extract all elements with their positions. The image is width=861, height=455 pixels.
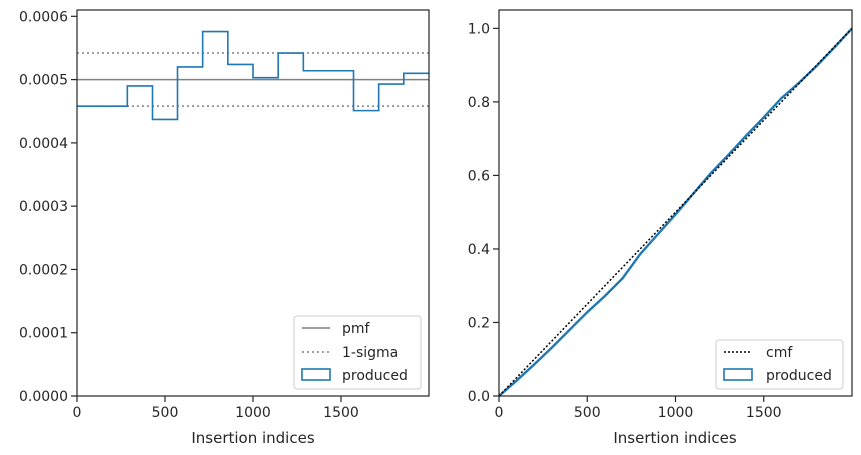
- x-tick-label: 0: [73, 405, 82, 421]
- cmf-line: [498, 27, 853, 397]
- x-tick-label: 500: [574, 405, 601, 421]
- right-plot: 0 500 1000 1500 0.0 0.2 0.4 0.6 0.8 1.0 Insertio…: [468, 9, 853, 447]
- left-sigma-lines: [77, 52, 429, 107]
- y-tick-label: 1.0: [468, 21, 490, 37]
- left-legend: pmf 1-sigma produced: [293, 315, 422, 390]
- x-tick-label: 500: [152, 405, 179, 421]
- y-tick-label: 0.0004: [19, 136, 68, 152]
- left-y-ticks: 0.0000 0.0001 0.0002 0.0003 0.0004 0.0005 0.00…: [19, 9, 77, 405]
- y-tick-label: 0.0006: [19, 9, 68, 25]
- legend-produced-label: produced: [342, 368, 408, 384]
- legend-produced-swatch: [723, 368, 753, 381]
- legend-produced-label: produced: [766, 368, 832, 384]
- legend-sigma-label: 1-sigma: [342, 345, 398, 361]
- y-tick-label: 0.2: [468, 315, 490, 331]
- y-tick-label: 0.0000: [19, 389, 68, 405]
- legend-cmf-label: cmf: [766, 345, 793, 361]
- y-tick-label: 0.0002: [19, 262, 68, 278]
- y-tick-label: 0.0003: [19, 199, 68, 215]
- x-tick-label: 1000: [658, 405, 694, 421]
- x-tick-label: 1000: [235, 405, 271, 421]
- left-x-ticks: 0 500 1000 1500: [73, 396, 359, 421]
- right-x-ticks: 0 500 1000 1500: [495, 396, 782, 421]
- right-legend: cmf produced: [715, 339, 844, 390]
- y-tick-label: 0.0: [468, 389, 490, 405]
- right-legend-box: [715, 339, 844, 390]
- y-tick-label: 0.6: [468, 168, 490, 184]
- y-tick-label: 0.4: [468, 242, 490, 258]
- left-plot: 0 500 1000 1500 0.00000.00010.00020.00030.0…: [19, 9, 430, 447]
- x-tick-label: 1500: [746, 405, 782, 421]
- x-tick-label: 0: [495, 405, 504, 421]
- legend-pmf-label: pmf: [342, 321, 371, 337]
- right-axes-frame: [498, 9, 853, 397]
- y-tick-label: 0.0001: [19, 326, 68, 342]
- produced-cumulative-line: [498, 27, 853, 397]
- y-tick-label: 0.8: [468, 95, 490, 111]
- legend-produced-swatch: [301, 368, 331, 381]
- left-legend-box: [293, 315, 422, 390]
- x-tick-label: 1500: [323, 405, 359, 421]
- right-y-ticks: 0.0 0.2 0.4 0.6 0.8 1.0: [468, 21, 499, 405]
- left-x-axis-label: Insertion indices: [191, 429, 314, 447]
- right-x-axis-label: Insertion indices: [613, 429, 736, 447]
- y-tick-label: 0.0005: [19, 73, 68, 89]
- produced-histogram: [77, 30, 429, 121]
